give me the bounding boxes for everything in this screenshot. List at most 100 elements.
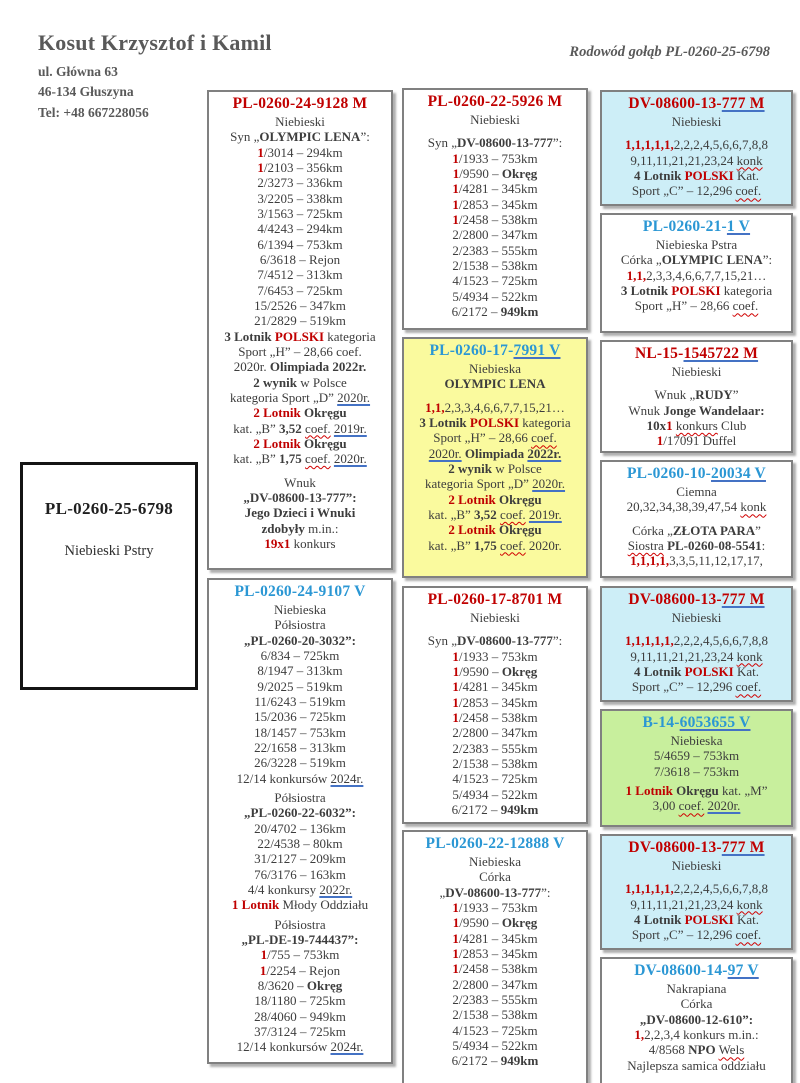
pedigree-line: 1/9590 – Okręg — [406, 166, 584, 181]
text-segment: Niebieska — [274, 602, 326, 617]
pedigree-line: Niebieski — [406, 112, 584, 127]
text-segment: 2,2,2,4,5,6,6,7,8,8 — [673, 881, 768, 897]
text-segment: 37/3124 – 725km — [254, 1023, 346, 1039]
text-segment: 4/1523 – 725km — [452, 273, 538, 289]
pedigree-line: Półsiostra — [211, 917, 389, 932]
text-segment: „PL-0260-20-3032”: — [244, 632, 356, 648]
text-segment: 2/2800 – 347km — [452, 725, 538, 741]
text-segment: Niebieski — [671, 364, 722, 379]
pedigree-line: 28/4060 – 949km — [211, 1009, 389, 1024]
text-segment: 2/1538 – 538km — [452, 755, 538, 771]
text-segment: NL-15- — [634, 345, 684, 362]
text-segment: Syn „ — [427, 633, 458, 649]
text-segment: 6/2172 – — [451, 1053, 501, 1069]
text-segment: PL-0260-08-5541 — [667, 537, 762, 553]
text-segment: 1,75 — [279, 451, 302, 467]
pedigree-line: 2 wynik w Polsce — [406, 461, 584, 476]
pedigree-line: Niebieski — [604, 610, 789, 625]
text-segment: 1 — [452, 648, 459, 664]
text-segment: Jego Dzieci i Wnuki — [244, 505, 356, 521]
pedigree-line: kat. „B” 3,52 coef. 2019r. — [406, 507, 584, 522]
box-body: Niebieska 5/4659 – 753km 7/3618 – 753km 1 L… — [604, 733, 789, 814]
pedigree-line: 2/2800 – 347km — [406, 725, 584, 740]
text-segment: Jonge Wandelaar: — [663, 402, 765, 418]
text-segment: /1933 – 753km — [458, 150, 538, 166]
text-segment: /9590 – — [459, 663, 502, 679]
text-segment: 1 — [452, 709, 459, 725]
pedigree-line: 1/4281 – 345km — [406, 679, 584, 694]
box-body: Niebieska OLYMPIC LENA 1,1,2,3,3,4,6,6,7,7… — [406, 361, 584, 553]
pedigree-line: Nakrapiana — [604, 981, 789, 996]
text-segment: 1 — [452, 165, 460, 181]
text-segment: DV-08600-13- — [628, 95, 722, 112]
text-segment: 9,11,11,21,21,23,24 — [630, 648, 737, 664]
pedigree-line: 31/2127 – 209km — [211, 851, 389, 866]
pedigree-line: 15/2036 – 725km — [211, 709, 389, 724]
text-segment: 76/3176 – 163km — [254, 866, 346, 882]
box-paternal-grandmother: PL-0260-17-7991 V Niebieska OLYMPIC LENA 1… — [402, 337, 588, 578]
pedigree-line: 12/14 konkursów 2024r. — [211, 771, 389, 786]
document-title: Rodowód gołąb PL-0260-25-6798 — [569, 44, 770, 60]
text-segment: Kat. — [733, 663, 759, 679]
text-segment: 1,75 — [474, 537, 497, 553]
pedigree-line: 6/1394 – 753km — [211, 237, 389, 252]
text-segment: 949km — [500, 303, 539, 319]
pedigree-line: 1/2853 – 345km — [406, 197, 584, 212]
text-segment: 1,1,1,1,1, — [625, 137, 674, 153]
pedigree-line: 18/1180 – 725km — [211, 993, 389, 1008]
text-segment: 1 — [257, 159, 264, 175]
box-great-grandparent-4: PL-0260-10-20034 V Ciemna 20,32,34,38,39,… — [600, 460, 793, 578]
text-segment: /2853 – 345km — [458, 945, 538, 961]
pedigree-line: Sport „H” – 28,66 coef. — [211, 344, 389, 359]
pedigree-line: 1/9590 – Okręg — [406, 915, 584, 930]
text-segment: RUDY — [695, 387, 733, 403]
pedigree-line: Niebieski — [406, 610, 584, 625]
text-segment: PL-0260-24-9107 V — [234, 583, 366, 600]
box-great-grandparent-3: NL-15-1545722 M Niebieski Wnuk „RUDY” Wnuk… — [600, 340, 793, 453]
text-segment: Okręgu — [495, 491, 542, 507]
pedigree-line: 5/4934 – 522km — [406, 787, 584, 802]
text-segment: kat. „B” — [428, 506, 475, 522]
text-segment: ”: — [360, 129, 370, 145]
text-segment: 3 Lotnik — [620, 282, 672, 298]
pedigree-line: 2/2383 – 555km — [406, 992, 584, 1007]
text-segment: 2,2,3,4 konkurs m.in.: — [644, 1026, 759, 1042]
text-segment: DV-08600-13-777 — [445, 884, 542, 900]
text-segment: 1,1,1,1,1, — [625, 633, 674, 649]
text-segment: 2/2383 – 555km — [452, 242, 538, 258]
pedigree-line: 2/2800 – 347km — [406, 227, 584, 242]
text-segment: kat. „B” — [428, 537, 475, 553]
address-line-2: 46-134 Głuszyna — [38, 84, 134, 100]
text-segment: /755 – 753km — [267, 947, 340, 963]
text-segment: ZŁOTA PARA — [672, 522, 756, 538]
pedigree-line: 1/1933 – 753km — [406, 151, 584, 166]
text-segment: 6053655 V — [679, 714, 751, 731]
text-segment: Niebieska — [469, 854, 521, 869]
text-segment: 8/1947 – 313km — [257, 663, 343, 679]
text-segment: Siostra — [627, 537, 664, 553]
text-segment: PL-0260-10- — [627, 465, 712, 482]
box-title: PL-0260-24-9128 M — [211, 95, 389, 113]
box-great-grandparent-7: DV-08600-13-777 M Niebieski 1,1,1,1,1,2,2… — [600, 834, 793, 950]
text-segment: 7/6453 – 725km — [257, 282, 343, 298]
text-segment: DV-08600-13- — [628, 591, 722, 608]
text-segment: „DV-08600-13-777”: — [243, 489, 357, 505]
pedigree-line: Niebieski — [604, 364, 789, 379]
pedigree-line: 2 Lotnik Okręgu — [211, 405, 389, 420]
pedigree-line: Niebieski — [604, 858, 789, 873]
text-segment: 777 M — [721, 839, 765, 856]
box-great-grandparent-1: DV-08600-13-777 M Niebieski 1,1,1,1,1,2,2… — [600, 90, 793, 206]
box-body: Niebieska Pstra Córka „OLYMPIC LENA”: 1,1,… — [604, 237, 789, 314]
text-segment: 5/4934 – 522km — [452, 288, 538, 304]
text-segment: 1 — [259, 962, 267, 978]
text-segment: 2 wynik — [253, 374, 297, 390]
box-title: PL-0260-17-7991 V — [406, 342, 584, 360]
text-segment: coef. — [305, 420, 331, 436]
box-body: Niebieski 1,1,1,1,1,2,2,2,4,5,6,6,7,8,8 9,… — [604, 610, 789, 695]
text-segment: Córka — [479, 869, 511, 885]
text-segment: „PL-0260-22-6032”: — [244, 805, 356, 821]
pedigree-line: 9/2025 – 519km — [211, 679, 389, 694]
text-segment: 28/4060 – 949km — [254, 1008, 346, 1024]
text-segment: 3,52 — [279, 420, 302, 436]
text-segment: PL-0260-22-5926 M — [427, 93, 563, 110]
